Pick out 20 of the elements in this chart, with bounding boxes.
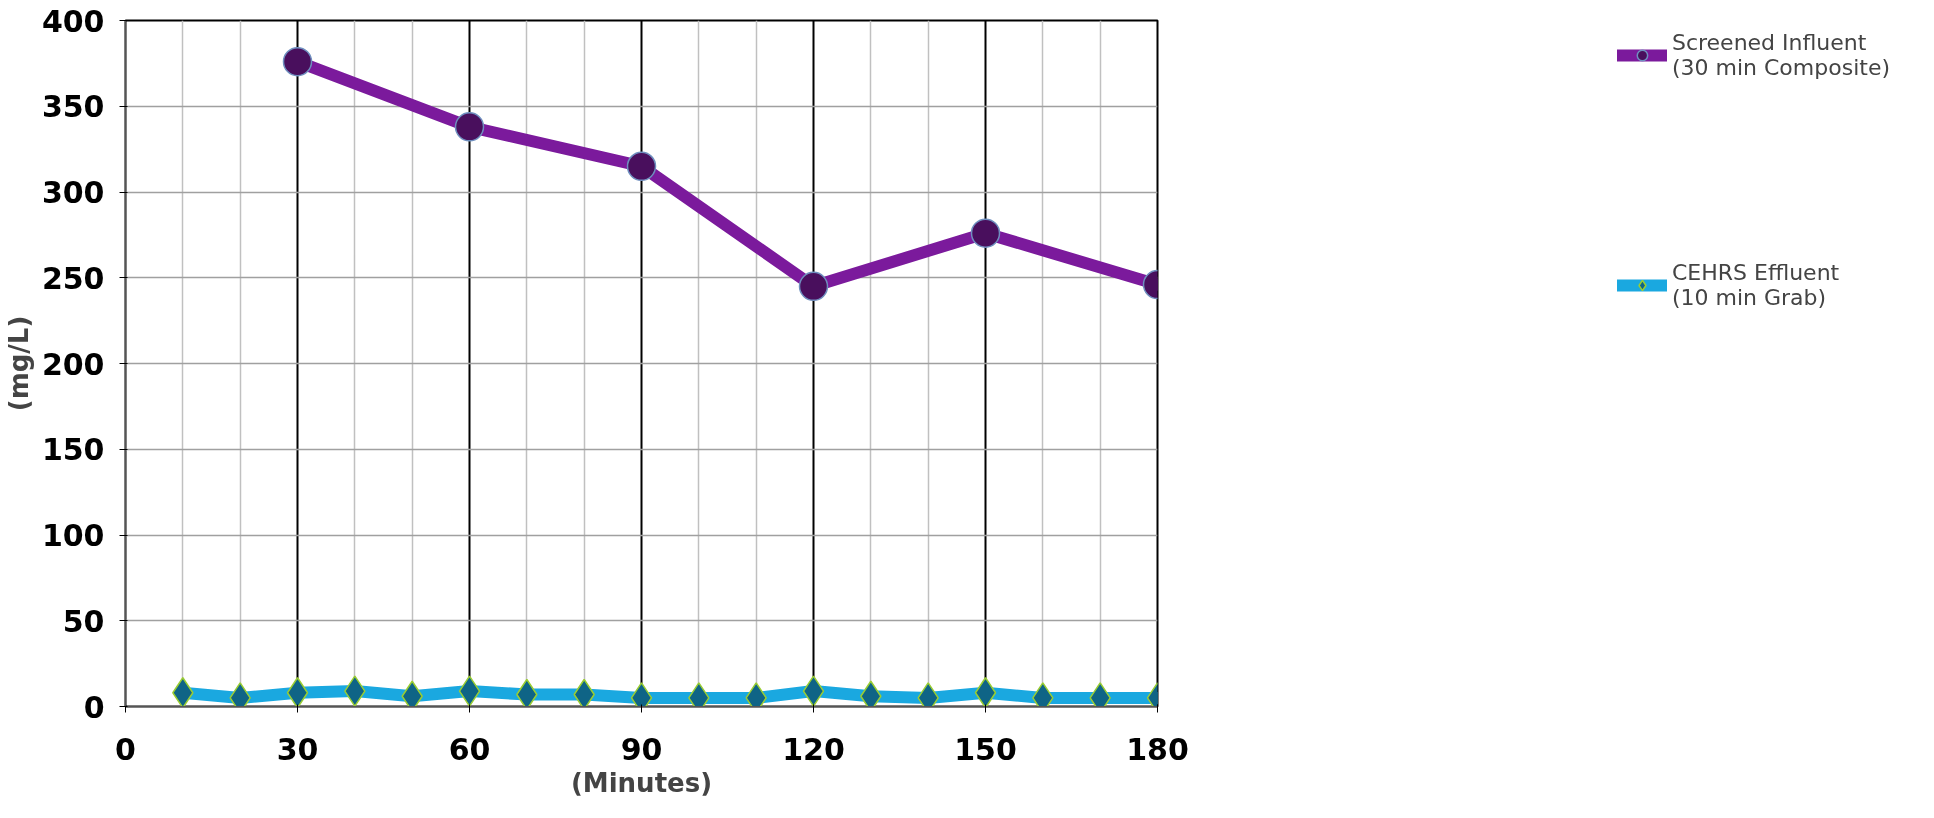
y-tick-label: 200 <box>41 346 105 382</box>
x-tick-label: 30 <box>276 731 319 767</box>
x-tick-label: 150 <box>954 731 1017 767</box>
x-axis-title: (Minutes) <box>570 767 713 798</box>
y-tick-label: 350 <box>41 89 105 125</box>
x-tick-label: 90 <box>620 731 663 767</box>
x-tick-label: 120 <box>782 731 845 767</box>
x-tick-label: 180 <box>1126 731 1189 767</box>
y-tick-label: 300 <box>41 175 105 210</box>
y-axis-title: (mg/L) <box>3 315 34 412</box>
y-tick-label: 150 <box>41 432 105 468</box>
y-tick-label: 50 <box>62 603 105 639</box>
y-tick-label: 250 <box>41 260 105 296</box>
y-tick-label: 0 <box>83 689 105 725</box>
legend-label: CEHRS Effluent (10 min Grab) <box>1671 260 1840 310</box>
y-tick-label: 400 <box>41 3 105 39</box>
legend-label: Screened Influent (30 min Composite) <box>1671 30 1890 80</box>
x-tick-label: 60 <box>448 731 491 767</box>
x-tick-label: 0 <box>115 731 136 767</box>
y-tick-label: 100 <box>41 518 105 553</box>
